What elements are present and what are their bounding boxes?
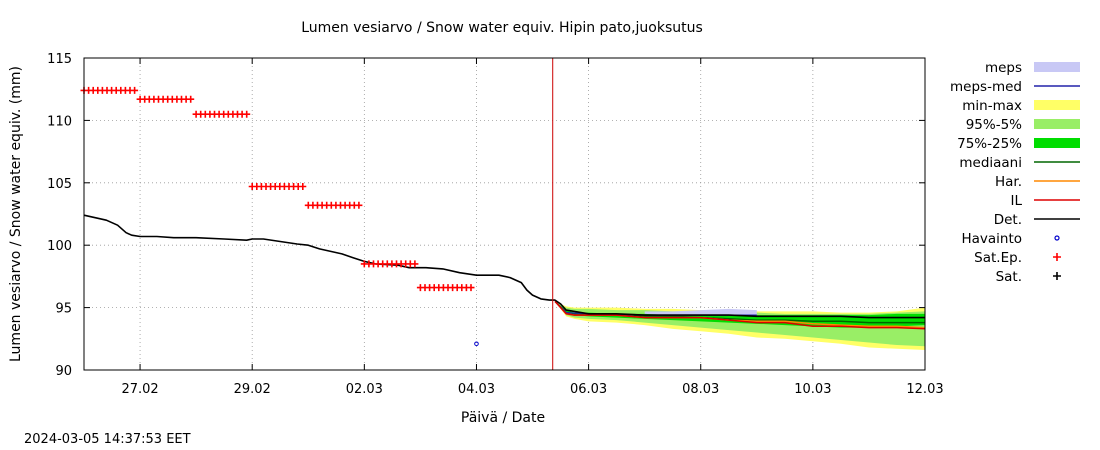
legend-label: meps [985,60,1022,76]
y-tick-label: 100 [47,239,72,254]
legend: meps meps-med min-max 95%-5% 75%-25% mediaani… [950,60,1080,285]
line-det [83,214,925,319]
legend-swatch [1053,253,1061,261]
legend-swatch [1054,235,1060,241]
legend-label: Har. [995,174,1022,190]
x-tick-label: 10.03 [794,382,831,397]
sat-ep-markers [192,110,251,118]
havainto-marker [474,341,479,347]
grid [84,58,925,370]
x-tick-label: 02.03 [346,382,383,397]
y-tick-label: 90 [55,364,72,379]
legend-label: min-max [962,98,1022,114]
legend-label: 95%-5% [966,117,1022,133]
y-tick-label: 105 [47,177,72,192]
legend-swatch [1034,100,1080,110]
y-tick-label: 95 [55,302,72,317]
legend-label: Sat. [996,269,1022,285]
legend-label: Havainto [961,231,1022,247]
y-tick-label: 115 [47,52,72,67]
timestamp: 2024-03-05 14:37:53 EET [24,432,191,447]
markers [80,86,479,347]
y-tick-label: 110 [47,114,72,129]
axis-ticks: 90 95 100 105 110 115 27.02 29.02 02.03 04.03 06.0… [47,52,943,397]
sat-ep-markers [136,95,195,103]
series-lines [83,58,926,370]
legend-label: Sat.Ep. [974,250,1022,266]
line-il [554,300,926,330]
legend-label: Det. [994,212,1022,228]
x-tick-label: 12.03 [906,382,943,397]
x-tick-label: 06.03 [570,382,607,397]
legend-swatch [1034,138,1080,148]
x-axis-label: Päivä / Date [461,410,545,426]
legend-swatch [1034,62,1080,72]
chart-title: Lumen vesiarvo / Snow water equiv. Hipin… [301,20,703,36]
sat-ep-markers [80,86,139,94]
sat-ep-markers [416,284,475,292]
sat-ep-markers [304,201,363,209]
legend-swatch [1034,119,1080,129]
plot-frame [83,57,926,371]
y-axis-label: Lumen vesiarvo / Snow water equiv. (mm) [8,66,24,362]
x-tick-label: 08.03 [682,382,719,397]
x-tick-label: 27.02 [121,382,158,397]
legend-label: meps-med [950,79,1022,95]
legend-label: mediaani [959,155,1022,171]
x-tick-label: 29.02 [234,382,271,397]
legend-label: 75%-25% [957,136,1022,152]
sat-ep-markers [360,260,419,268]
sat-ep-markers [248,183,307,190]
legend-swatch [1053,272,1061,280]
x-tick-label: 04.03 [458,382,495,397]
legend-label: IL [1010,193,1022,209]
